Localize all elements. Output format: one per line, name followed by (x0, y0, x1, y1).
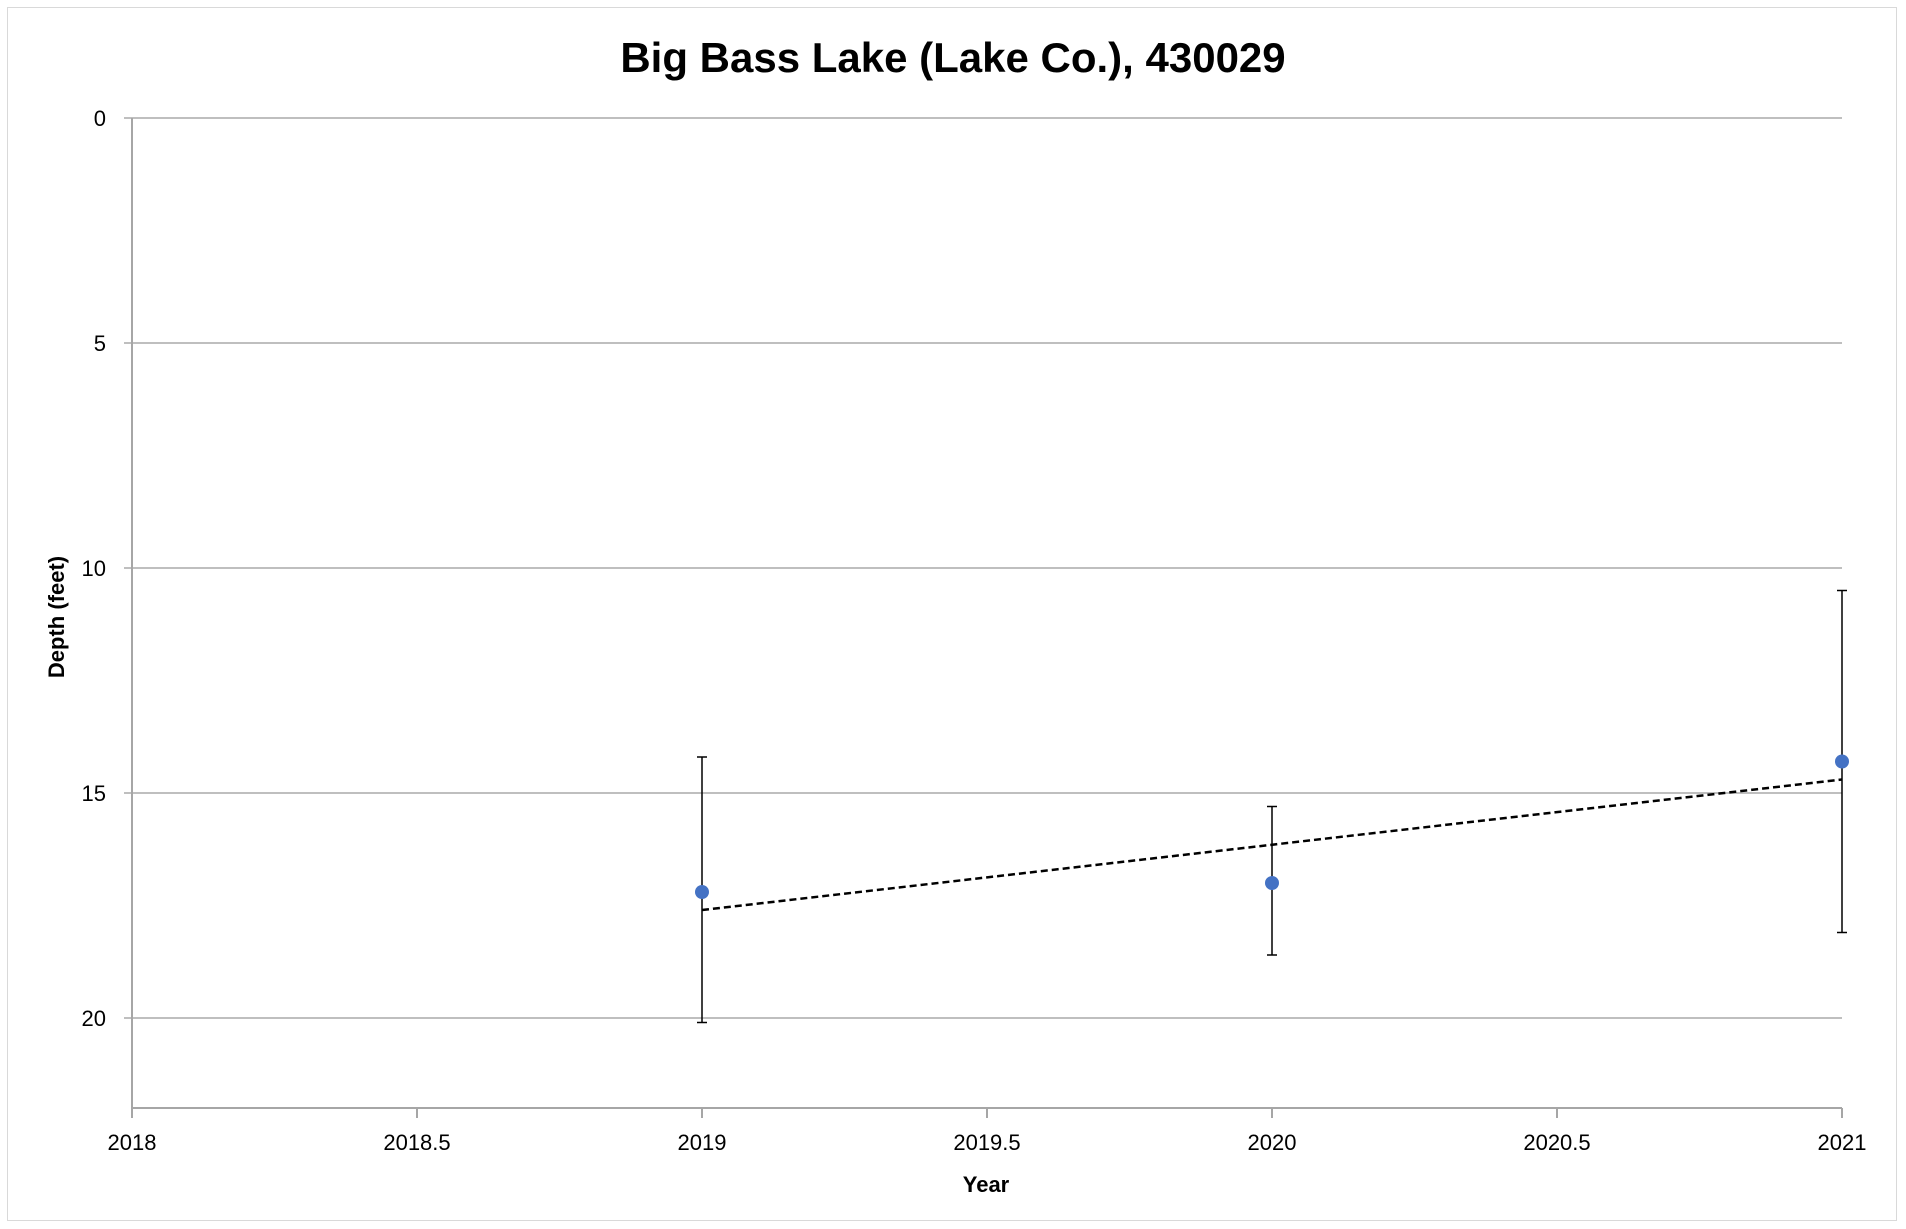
x-tick-label: 2020.5 (1523, 1130, 1590, 1155)
x-tick-label: 2018.5 (383, 1130, 450, 1155)
data-point (1835, 754, 1849, 769)
x-axis-title: Year (963, 1172, 1010, 1197)
gridlines (124, 117, 1842, 1019)
chart-title: Big Bass Lake (Lake Co.), 430029 (620, 34, 1285, 81)
data-point (695, 885, 709, 899)
x-tick-label: 2021 (1818, 1130, 1867, 1155)
axes (131, 118, 1843, 1118)
y-tick-label: 10 (82, 556, 106, 581)
data-points (695, 754, 1849, 899)
x-tick-label: 2019 (678, 1130, 727, 1155)
tick-labels: 0 5 10 15 20 2018 2018.5 2019 2019.5 2020 2020.5 20… (82, 106, 1867, 1155)
y-tick-label: 5 (94, 331, 106, 356)
error-bars (697, 589, 1847, 1024)
y-axis-title: Depth (feet) (44, 556, 69, 678)
x-tick-label: 2019.5 (953, 1130, 1020, 1155)
x-tick-label: 2018 (108, 1130, 157, 1155)
y-tick-label: 20 (82, 1006, 106, 1031)
x-tick-label: 2020 (1248, 1130, 1297, 1155)
data-point (1265, 876, 1279, 890)
y-tick-label: 0 (94, 106, 106, 131)
y-tick-label: 15 (82, 781, 106, 806)
